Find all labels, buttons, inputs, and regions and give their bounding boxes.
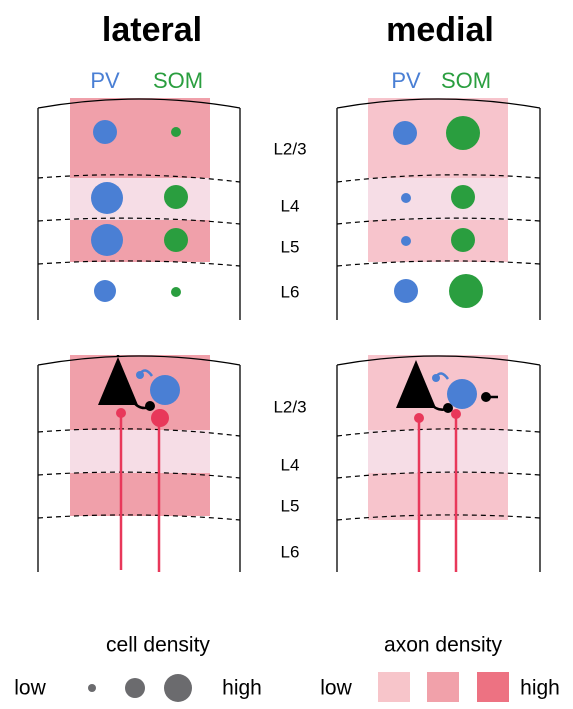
figure: lateral medial PV SOM PV SOM L2/3 L4 L5 … (0, 0, 573, 704)
column-label: PV (391, 68, 421, 93)
panel (337, 98, 540, 320)
column-label: SOM (153, 68, 203, 93)
legend-swatch (427, 672, 459, 702)
layer-label: L2/3 (273, 139, 306, 158)
legend-title: axon density (384, 634, 502, 657)
legend-swatch (125, 678, 145, 698)
layer-label: L5 (281, 496, 300, 515)
legend-title: cell density (106, 634, 210, 657)
layer-label: L2/3 (273, 397, 306, 416)
legend-swatch (88, 684, 96, 692)
title: medial (386, 11, 494, 49)
layer-label: L6 (281, 542, 300, 561)
layer-label: L4 (281, 196, 300, 215)
legend-swatch (477, 672, 509, 702)
layer-label: L4 (281, 455, 300, 474)
legend-swatch (378, 672, 410, 702)
column-label: SOM (441, 68, 491, 93)
legend-label: high (222, 677, 262, 700)
layer-label: L6 (281, 282, 300, 301)
column-label: PV (90, 68, 120, 93)
layer-label: L5 (281, 237, 300, 256)
panel (337, 355, 540, 572)
legend-swatch (164, 674, 192, 702)
legend-label: low (14, 677, 46, 700)
legend-label: low (320, 677, 352, 700)
panel (38, 355, 240, 572)
title: lateral (102, 11, 202, 49)
legend-label: high (520, 677, 560, 700)
panel (38, 98, 240, 320)
